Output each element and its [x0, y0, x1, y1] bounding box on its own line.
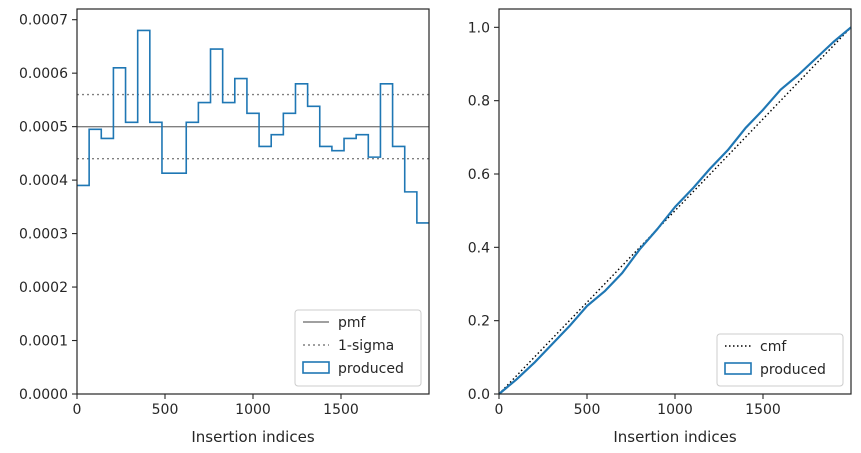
y-tick-label: 0.0000 — [19, 387, 68, 403]
y-tick-label: 0.0005 — [19, 120, 68, 136]
x-tick-label: 0 — [495, 402, 504, 418]
y-tick-label: 0.0003 — [19, 227, 68, 243]
y-tick-label: 0.8 — [468, 94, 490, 110]
right-chart-panel: 0 500 1000 1500 0.0 0.2 0.4 0.6 0.8 1.0 Insertio… — [468, 8, 852, 446]
legend-box — [716, 333, 844, 387]
right-plot-area — [498, 26, 852, 395]
x-tick-label: 500 — [574, 402, 601, 418]
y-tick-label: 0.0006 — [19, 66, 68, 82]
y-tick-label: 0.0007 — [19, 13, 68, 29]
right-x-axis-label: Insertion indices — [613, 428, 736, 446]
y-tick-label: 0.0 — [468, 387, 490, 403]
right-x-ticks: 0 500 1000 1500 — [495, 394, 781, 418]
x-tick-label: 0 — [73, 402, 82, 418]
produced-cumulative-line — [498, 26, 852, 395]
x-tick-label: 1500 — [323, 402, 359, 418]
left-x-axis-label: Insertion indices — [191, 428, 314, 446]
left-x-ticks: 0 500 1000 1500 — [73, 394, 359, 418]
y-tick-label: 1.0 — [468, 20, 490, 36]
legend-label: produced — [338, 361, 404, 377]
left-chart-panel: 0 500 1000 1500 0.00000.00010.00020.00030.0… — [19, 8, 430, 446]
legend-label: produced — [760, 362, 826, 378]
left-legend: pmf 1-sigma produced — [294, 309, 422, 387]
right-y-ticks: 0.0 0.2 0.4 0.6 0.8 1.0 — [468, 20, 499, 403]
legend-box — [294, 309, 422, 387]
legend-produced-swatch — [724, 362, 752, 375]
x-tick-label: 1000 — [235, 402, 271, 418]
y-tick-label: 0.0002 — [19, 280, 68, 296]
y-tick-label: 0.2 — [468, 314, 490, 330]
legend-label: pmf — [338, 315, 367, 331]
right-legend: cmf produced — [716, 333, 844, 387]
legend-produced-swatch — [302, 361, 330, 374]
x-tick-label: 500 — [152, 402, 179, 418]
legend-label: cmf — [760, 339, 787, 355]
cmf-line — [498, 26, 852, 395]
x-tick-label: 1000 — [657, 402, 693, 418]
y-tick-label: 0.0001 — [19, 334, 68, 350]
x-tick-label: 1500 — [745, 402, 781, 418]
y-tick-label: 0.4 — [468, 240, 490, 256]
produced-histogram — [77, 29, 429, 224]
y-tick-label: 0.6 — [468, 167, 490, 183]
legend-label: 1-sigma — [338, 338, 394, 354]
left-y-ticks: 0.0000 0.0001 0.0002 0.0003 0.0004 0.0005 0.00… — [19, 13, 77, 403]
left-plot-area — [77, 29, 429, 224]
y-tick-label: 0.0004 — [19, 173, 68, 189]
